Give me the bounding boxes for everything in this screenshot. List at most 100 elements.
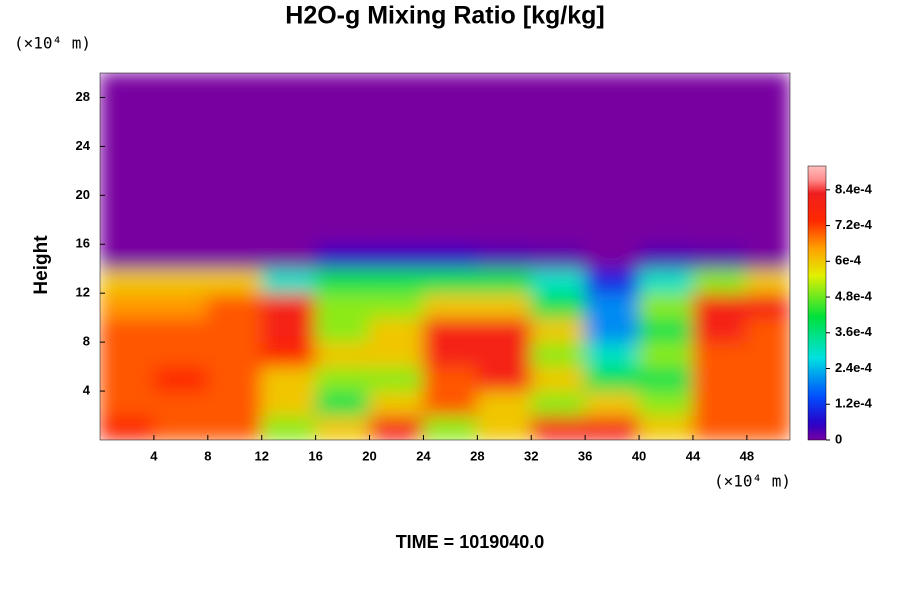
cell [315, 219, 371, 245]
cell [315, 121, 371, 147]
cell [315, 170, 371, 196]
cell [476, 194, 532, 221]
cell [261, 145, 317, 172]
cell [638, 292, 694, 319]
cell [422, 121, 478, 147]
cell [584, 243, 640, 270]
y-tick-label: 16 [76, 236, 90, 251]
cell [638, 366, 694, 392]
cell [692, 219, 748, 245]
cell [530, 170, 586, 196]
cell [746, 73, 790, 98]
cell [100, 121, 155, 147]
cell [261, 73, 317, 98]
cell [315, 194, 371, 221]
colorbar-tick-label: 1.2e-4 [835, 396, 873, 411]
cell [638, 121, 694, 147]
cell [207, 292, 263, 319]
cell [369, 219, 424, 245]
cell [638, 415, 694, 440]
x-tick-label: 28 [470, 448, 484, 463]
cell [530, 268, 586, 294]
cell [153, 145, 209, 172]
x-tick-label: 4 [150, 448, 158, 463]
cell [153, 317, 209, 343]
cell [530, 73, 586, 98]
cell [207, 390, 263, 417]
y-tick-label: 28 [76, 89, 90, 104]
cell [476, 219, 532, 245]
cell [315, 243, 371, 270]
cell [100, 194, 155, 221]
colorbar-tick-label: 4.8e-4 [835, 288, 873, 303]
cell [584, 317, 640, 343]
cell [476, 292, 532, 319]
x-unit: (×10⁴ m) [714, 472, 791, 491]
cell [153, 96, 209, 123]
cell [153, 415, 209, 440]
cell [153, 170, 209, 196]
cell [153, 243, 209, 270]
cell [692, 194, 748, 221]
cell [476, 145, 532, 172]
colorbar-tick-label: 7.2e-4 [835, 217, 873, 232]
cell [692, 366, 748, 392]
cell [476, 341, 532, 368]
cell [584, 292, 640, 319]
cell [692, 292, 748, 319]
y-unit: (×10⁴ m) [14, 34, 91, 53]
cell [369, 292, 424, 319]
cell [584, 121, 640, 147]
cell [261, 96, 317, 123]
colorbar-tick-label: 8.4e-4 [835, 181, 873, 196]
cell [207, 121, 263, 147]
x-tick-label: 40 [632, 448, 646, 463]
cell [422, 268, 478, 294]
cell [369, 341, 424, 368]
cell [422, 243, 478, 270]
cell [638, 73, 694, 98]
cell [100, 145, 155, 172]
cell [153, 73, 209, 98]
cell [207, 243, 263, 270]
cell [638, 243, 694, 270]
cell [261, 219, 317, 245]
cell [100, 96, 155, 123]
y-tick-label: 4 [83, 383, 91, 398]
colorbar-tick-label: 0 [835, 431, 842, 446]
cell [584, 268, 640, 294]
cell [530, 219, 586, 245]
cell [638, 96, 694, 123]
cell [100, 390, 155, 417]
cell [207, 341, 263, 368]
cell [369, 268, 424, 294]
cell [476, 390, 532, 417]
cell [692, 96, 748, 123]
cell [207, 366, 263, 392]
cell [476, 317, 532, 343]
cell [369, 145, 424, 172]
plot-frame [99, 72, 791, 441]
cell [100, 219, 155, 245]
cell [746, 317, 790, 343]
x-tick-label: 8 [204, 448, 211, 463]
cell [692, 73, 748, 98]
cell [530, 415, 586, 440]
cell [315, 292, 371, 319]
x-tick-label: 16 [308, 448, 322, 463]
cell [100, 415, 155, 440]
cell [153, 121, 209, 147]
cell [261, 170, 317, 196]
cell [638, 317, 694, 343]
cell [692, 268, 748, 294]
cell [476, 415, 532, 440]
cell [476, 96, 532, 123]
cell [422, 170, 478, 196]
x-tick-label: 44 [686, 448, 701, 463]
cell [315, 317, 371, 343]
cell [638, 170, 694, 196]
cell [261, 390, 317, 417]
chart-title: H2O-g Mixing Ratio [kg/kg] [285, 2, 604, 30]
cell [638, 145, 694, 172]
cell [584, 366, 640, 392]
